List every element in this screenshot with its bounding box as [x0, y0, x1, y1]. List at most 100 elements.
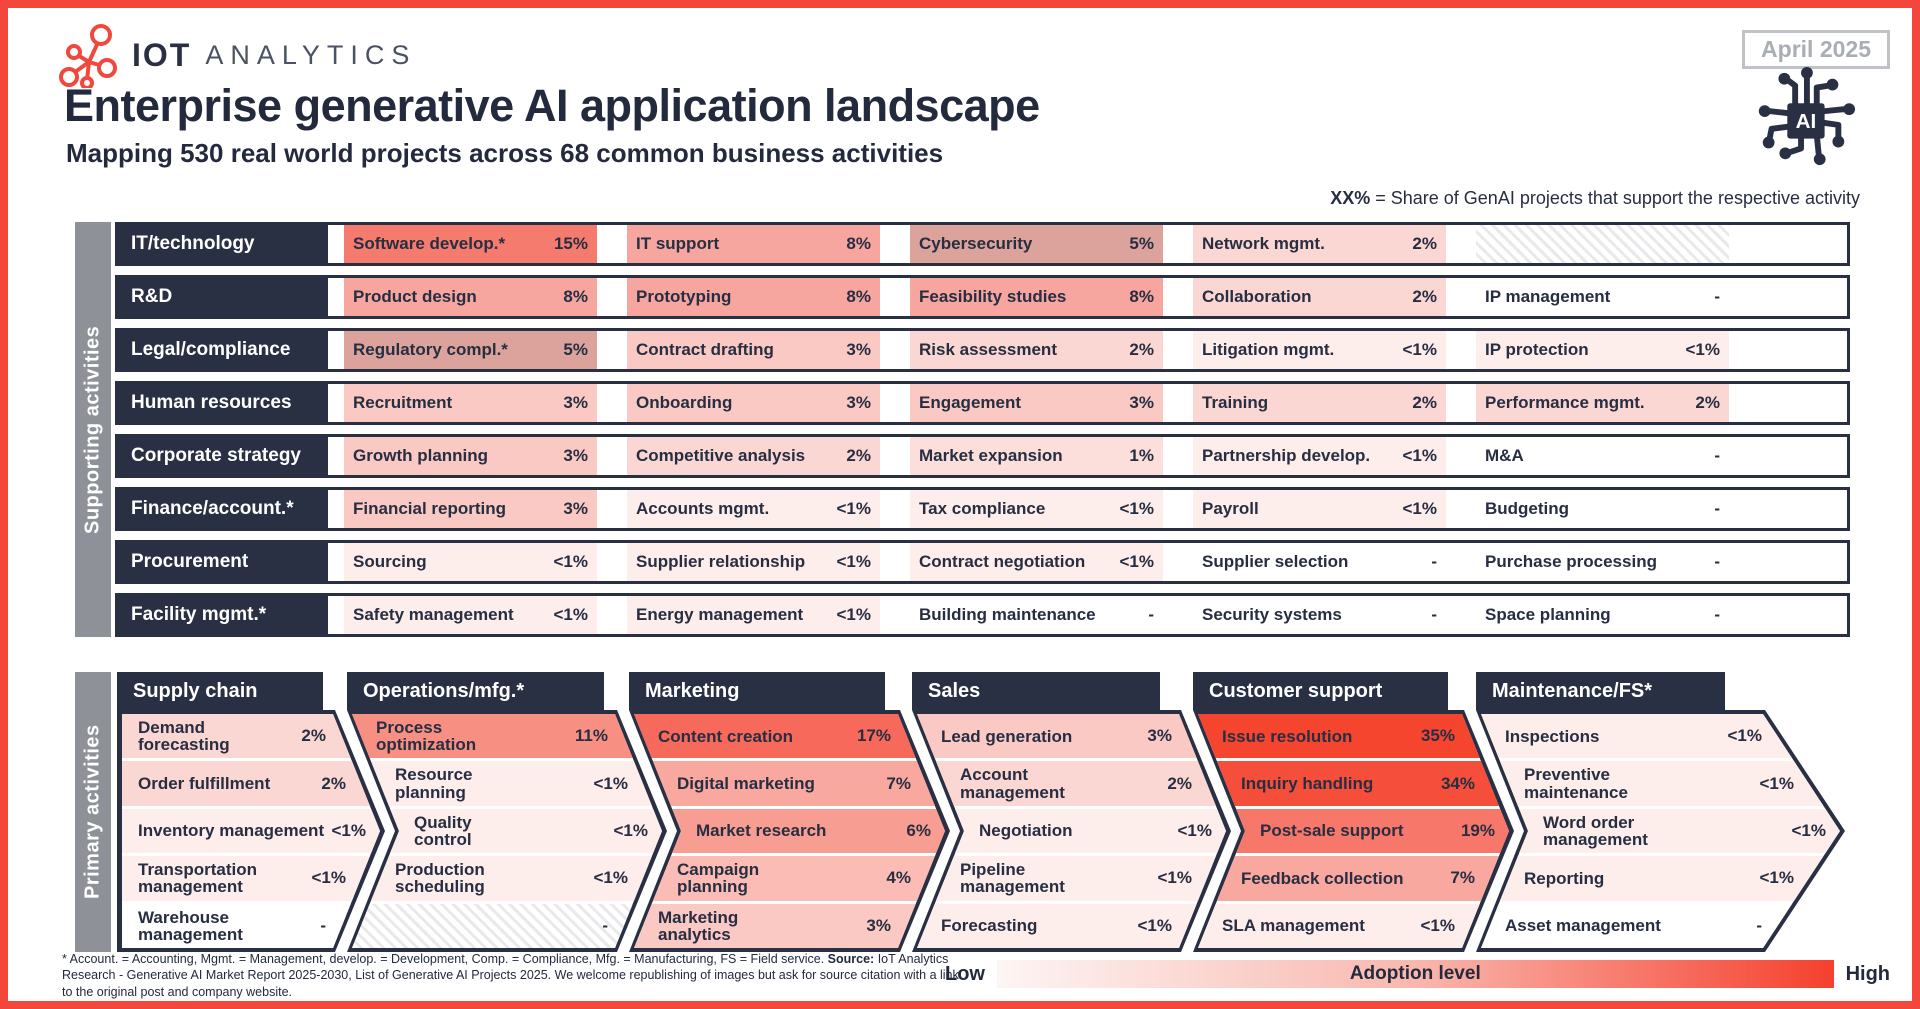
primary-activity-row: Content creation 17%	[634, 714, 945, 758]
activity-value: 3%	[563, 446, 588, 465]
activity-name: Demand forecasting	[138, 717, 230, 755]
activity-name: Campaign planning	[677, 860, 760, 897]
primary-activity-row: Pipeline management <1%	[917, 856, 1226, 900]
activity-value: 4%	[886, 868, 911, 888]
primary-activity-row: Inquiry handling 34%	[1198, 761, 1509, 805]
activity-value: 3%	[563, 393, 588, 412]
activity-name: Content creation	[658, 726, 794, 746]
activity-name: Inventory management	[138, 821, 325, 841]
activity-cell: Building maintenance -	[910, 596, 1163, 634]
activity-cell: Feasibility studies 8%	[910, 278, 1163, 316]
activity-value: 2%	[1695, 393, 1720, 412]
activity-name: Network mgmt.	[1202, 234, 1325, 253]
activity-name: Order fulfillment	[138, 773, 271, 793]
activity-value: -	[1431, 605, 1437, 624]
primary-activity-row: Inventory management <1%	[122, 809, 380, 853]
activity-name: Pipeline management	[960, 860, 1065, 897]
activity-name: Litigation mgmt.	[1202, 340, 1335, 359]
activity-value: <1%	[836, 499, 872, 518]
activity-value: 5%	[1129, 234, 1154, 253]
primary-activity-row: Preventive maintenance <1%	[1481, 761, 1840, 805]
primary-activity-row: Forecasting <1%	[917, 904, 1226, 948]
primary-column-header: Maintenance/FS*	[1476, 672, 1725, 710]
row-category-label: Legal/compliance	[118, 331, 328, 369]
activity-name: Production scheduling	[395, 860, 485, 897]
activity-value: 3%	[866, 915, 891, 935]
primary-column: Maintenance/FS* Inspections <1% Preventive …	[1476, 672, 1845, 952]
activity-value: <1%	[1759, 773, 1794, 793]
activity-value: 8%	[846, 234, 871, 253]
activity-value: <1%	[1402, 499, 1438, 518]
adoption-gradient-bar: Adoption level	[997, 960, 1834, 988]
primary-column: Marketing Content creation 17% Digital mark…	[629, 672, 950, 952]
activity-value: <1%	[1177, 821, 1212, 841]
activity-name: Competitive analysis	[636, 446, 806, 465]
activity-name: Digital marketing	[677, 773, 815, 793]
activity-name: Inquiry handling	[1241, 773, 1374, 793]
activity-name: Contract negotiation	[919, 552, 1086, 571]
supporting-row: Human resources Recruitment 3% Onboarding 3%…	[115, 381, 1850, 425]
row-category-label: Corporate strategy	[118, 437, 328, 475]
activity-cell: Supplier relationship <1%	[627, 543, 880, 581]
activity-name: Issue resolution	[1222, 726, 1353, 746]
row-category-label: IT/technology	[118, 225, 328, 263]
primary-activities-chevrons: Supply chain Demand forecasting 2% Order fu…	[60, 672, 1880, 952]
ai-chip-icon: AI	[1758, 66, 1856, 166]
activity-cell: Performance mgmt. 2%	[1476, 384, 1729, 422]
activity-cell: Software develop.* 15%	[344, 225, 597, 263]
activity-value: 3%	[1129, 393, 1154, 412]
activity-value: 2%	[846, 446, 871, 465]
primary-column-header: Supply chain	[117, 672, 323, 710]
activity-value: 2%	[1129, 340, 1154, 359]
activity-cell: IP protection <1%	[1476, 331, 1729, 369]
activity-name: Marketing analytics	[658, 907, 739, 944]
activity-name: Warehouse management	[138, 907, 243, 944]
activity-value: 1%	[1129, 446, 1154, 465]
activity-cell: Budgeting -	[1476, 490, 1729, 528]
activity-value: <1%	[1420, 915, 1455, 935]
primary-column-header: Sales	[912, 672, 1160, 710]
activity-value: <1%	[1791, 821, 1826, 841]
supporting-row: Facility mgmt.* Safety management <1% Energ…	[115, 593, 1850, 637]
activity-value: <1%	[1137, 915, 1172, 935]
activity-value: 3%	[846, 393, 871, 412]
primary-activity-row: Transportation management <1%	[122, 856, 380, 900]
supporting-row: Finance/account.* Financial reporting 3% Ac…	[115, 487, 1850, 531]
primary-column-body: Lead generation 3% Account management 2% Neg…	[912, 710, 1231, 952]
footnote: * Account. = Accounting, Mgmt. = Managem…	[62, 951, 967, 1000]
primary-activity-row: Marketing analytics 3%	[634, 904, 945, 948]
primary-activity-row: Reporting <1%	[1481, 856, 1840, 900]
row-category-label: Procurement	[118, 543, 328, 581]
activity-cell: Supplier selection -	[1193, 543, 1446, 581]
activity-name: Regulatory compl.*	[353, 340, 508, 359]
primary-activity-row: Quality control <1%	[352, 809, 662, 853]
activity-cell: Engagement 3%	[910, 384, 1163, 422]
legend-high-label: High	[1845, 962, 1890, 985]
supporting-row: Legal/compliance Regulatory compl.* 5% Cont…	[115, 328, 1850, 372]
activity-value: -	[1714, 605, 1720, 624]
activity-value: -	[320, 915, 326, 935]
activity-name: Recruitment	[353, 393, 453, 412]
supporting-activities-table: IT/technology Software develop.* 15% IT sup…	[115, 222, 1850, 646]
legend-title: Adoption level	[1349, 963, 1481, 984]
activity-name: Building maintenance	[919, 605, 1096, 624]
activity-name: Budgeting	[1485, 499, 1570, 518]
activity-name: IT support	[636, 234, 720, 253]
activity-name: Training	[1202, 393, 1269, 412]
primary-activity-row: Issue resolution 35%	[1198, 714, 1509, 758]
activity-name: Quality control	[414, 812, 472, 850]
note-xx-percent: XX%	[1330, 188, 1371, 208]
activity-value: <1%	[311, 868, 346, 888]
empty-hatched-cell	[1476, 225, 1729, 263]
primary-column-rows: Content creation 17% Digital marketing 7% Ma…	[634, 714, 945, 948]
activity-cell: Accounts mgmt. <1%	[627, 490, 880, 528]
primary-column-header: Marketing	[629, 672, 885, 710]
activity-name: Energy management	[636, 605, 804, 624]
primary-activity-row: Order fulfillment 2%	[122, 761, 380, 805]
primary-column-rows: Process optimization 11% Resource planning…	[352, 714, 662, 948]
activity-name: Safety management	[353, 605, 514, 624]
row-category-label: Facility mgmt.*	[118, 596, 328, 634]
activity-name: Preventive maintenance	[1524, 765, 1628, 802]
activity-value: <1%	[331, 821, 366, 841]
date-badge: April 2025	[1742, 30, 1890, 69]
